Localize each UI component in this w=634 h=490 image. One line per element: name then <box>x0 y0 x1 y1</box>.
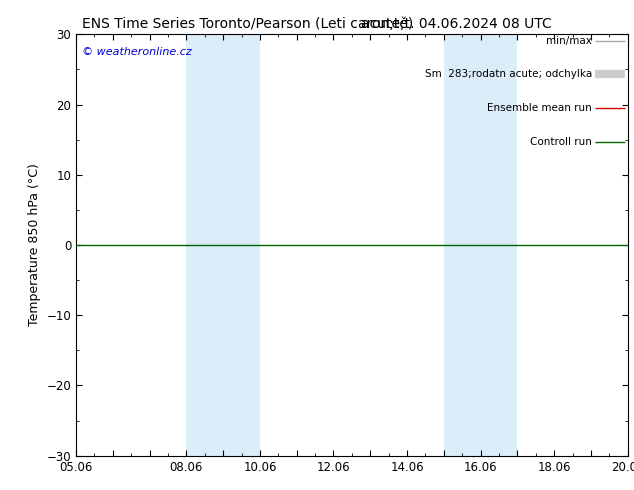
Text: Ensemble mean run: Ensemble mean run <box>487 103 592 113</box>
Y-axis label: Temperature 850 hPa (°C): Temperature 850 hPa (°C) <box>28 164 41 326</box>
Bar <box>186 34 260 456</box>
Text: Controll run: Controll run <box>530 137 592 147</box>
Text: acute;t. 04.06.2024 08 UTC: acute;t. 04.06.2024 08 UTC <box>361 17 552 31</box>
Text: min/max: min/max <box>546 36 592 46</box>
Bar <box>444 34 517 456</box>
Text: Sm  283;rodatn acute; odchylka: Sm 283;rodatn acute; odchylka <box>425 69 592 79</box>
Text: © weatheronline.cz: © weatheronline.cz <box>82 47 191 57</box>
Text: ENS Time Series Toronto/Pearson (Leti caron;tě): ENS Time Series Toronto/Pearson (Leti ca… <box>82 17 413 31</box>
